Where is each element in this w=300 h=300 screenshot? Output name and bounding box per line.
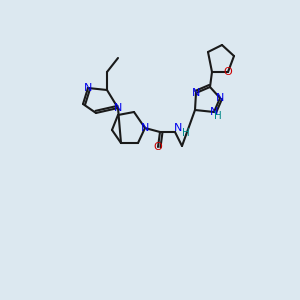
Text: N: N: [192, 88, 200, 98]
Text: H: H: [182, 128, 190, 138]
Text: H: H: [214, 111, 222, 121]
Text: O: O: [154, 142, 162, 152]
Text: N: N: [114, 103, 122, 113]
Text: N: N: [84, 83, 92, 93]
Text: N: N: [210, 107, 218, 117]
Text: O: O: [224, 67, 232, 77]
Text: N: N: [141, 123, 149, 133]
Text: N: N: [216, 93, 224, 103]
Text: N: N: [174, 123, 182, 133]
